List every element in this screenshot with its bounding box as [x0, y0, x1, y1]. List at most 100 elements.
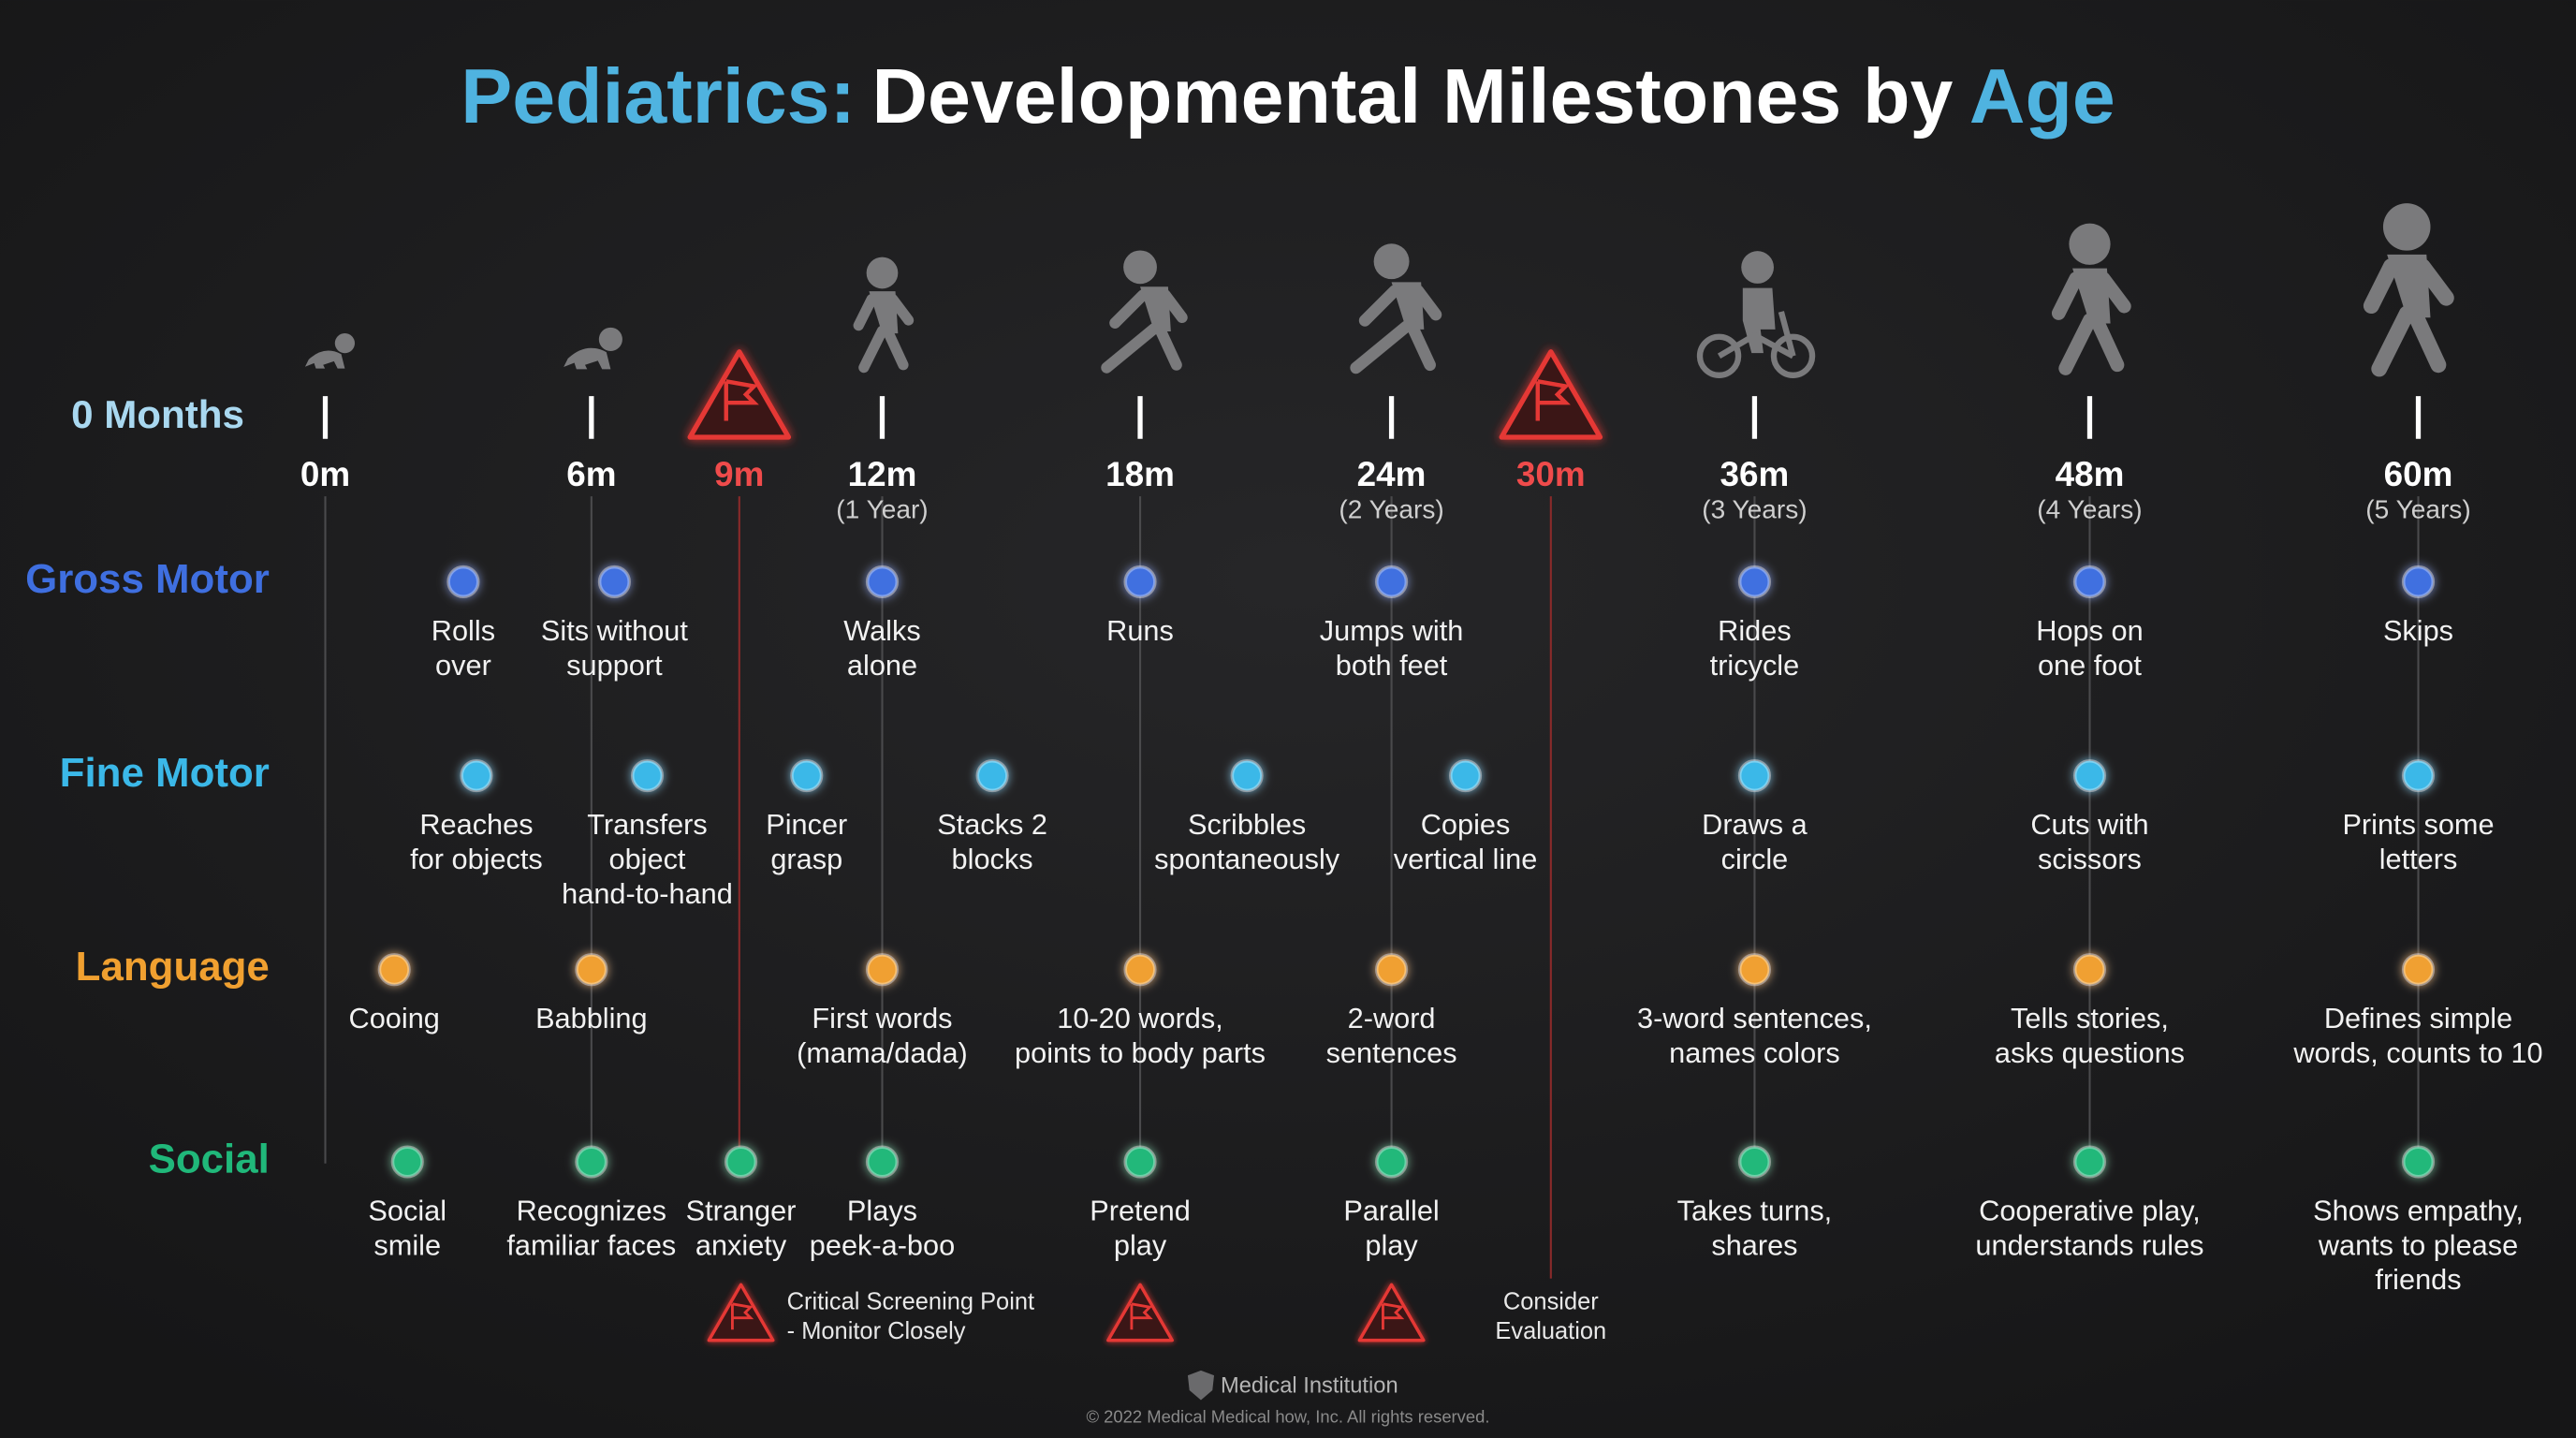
milestone-dot — [1737, 953, 1771, 987]
milestone-label: Walks — [843, 614, 920, 647]
head — [334, 332, 356, 354]
milestone-dot — [2401, 953, 2436, 987]
milestone-label: blocks — [952, 843, 1033, 875]
child-silhouette — [1696, 251, 1816, 378]
milestone-label: object — [609, 843, 686, 875]
milestone-label: Jumps with — [1320, 614, 1464, 647]
milestone-label: support — [566, 649, 663, 682]
milestone-label: Skips — [2383, 614, 2453, 647]
body — [304, 350, 345, 369]
footer-copyright: © 2022 Medical Medical how, Inc. All rig… — [1087, 1407, 1490, 1427]
frame — [1717, 311, 1796, 360]
milestone-label: Rolls — [432, 614, 495, 647]
milestone-label: Stacks 2 — [937, 808, 1047, 841]
milestone-label: one foot — [2038, 649, 2142, 682]
legend-text: Evaluation — [1495, 1318, 1606, 1344]
age-label: 36m — [1720, 455, 1790, 493]
milestone-label: Hops on — [2036, 614, 2143, 647]
flag-triangle — [687, 349, 792, 440]
milestone-label: 3-word sentences, — [1637, 1002, 1872, 1034]
milestone-label: letters — [2379, 843, 2458, 875]
milestone-dot — [790, 759, 824, 793]
age-label: 18m — [1105, 455, 1175, 493]
milestone-label: Pincer — [766, 808, 847, 841]
body — [564, 347, 611, 370]
milestone-label: spontaneously — [1154, 843, 1340, 875]
milestone-label: Shows empathy, — [2313, 1195, 2524, 1227]
milestone-dot — [724, 1145, 758, 1179]
age-label: 24m — [1357, 455, 1427, 493]
milestone-label: anxiety — [695, 1228, 787, 1261]
milestone-label: words, counts to 10 — [2292, 1036, 2542, 1069]
milestone-dot — [975, 759, 1009, 793]
age-label: 60m — [2384, 455, 2453, 493]
milestone-dot — [865, 1145, 900, 1179]
flag-icon — [724, 379, 759, 421]
flag-triangle — [1357, 1283, 1426, 1343]
age-sublabel: (2 Years) — [1339, 494, 1443, 523]
head — [1123, 250, 1157, 285]
warning-flag — [1499, 349, 1603, 440]
milestone-dot — [2072, 953, 2107, 987]
milestone-dot — [1737, 1145, 1771, 1179]
child-silhouette — [564, 327, 622, 370]
milestone-label: First words — [812, 1002, 952, 1034]
milestone-dot — [1737, 759, 1771, 793]
milestone-label: for objects — [410, 843, 543, 875]
title: Pediatrics: Developmental Milestones by Ag… — [461, 53, 2115, 139]
title-tail: Age — [1969, 53, 2115, 139]
milestone-label: Prints some — [2342, 808, 2494, 841]
milestone-dot — [2072, 565, 2107, 598]
head — [598, 327, 622, 351]
age-label: 0m — [300, 455, 350, 493]
milestone-dot — [2072, 1145, 2107, 1179]
milestone-dot — [865, 565, 900, 598]
head — [2069, 223, 2111, 265]
row-label: Language — [76, 944, 270, 990]
child-silhouette — [853, 257, 915, 374]
milestone-label: Sits without — [541, 614, 688, 647]
warning-flag — [1106, 1283, 1174, 1343]
flag-icon — [730, 1302, 754, 1330]
row-label: Social — [149, 1137, 270, 1182]
milestone-label: Pretend — [1090, 1195, 1191, 1227]
milestone-label: Draws a — [1702, 808, 1808, 841]
milestone-dot — [575, 953, 608, 987]
legs — [2363, 258, 2454, 377]
milestone-label: circle — [1721, 843, 1789, 875]
milestone-dot — [1123, 953, 1157, 987]
milestone-label: Babbling — [535, 1002, 647, 1034]
milestone-label: play — [1114, 1228, 1167, 1261]
milestone-label: alone — [847, 649, 917, 682]
milestone-dot — [1123, 565, 1157, 598]
milestone-label: vertical line — [1394, 843, 1538, 875]
milestone-dot — [1737, 565, 1771, 598]
milestone-dot — [2401, 565, 2436, 598]
child-silhouette — [304, 332, 356, 369]
head — [866, 257, 899, 289]
milestone-dot — [1375, 1145, 1409, 1179]
legs — [1350, 285, 1442, 374]
age-label: 12m — [848, 455, 917, 493]
milestone-label: play — [1365, 1228, 1418, 1261]
milestone-dot — [390, 1145, 424, 1179]
milestone-dot — [597, 565, 631, 598]
age-sublabel: (1 Year) — [836, 494, 928, 523]
title-lead: Pediatrics: — [461, 53, 856, 139]
warning-flag — [707, 1283, 775, 1343]
timeline-start-label: 0 Months — [71, 392, 244, 436]
milestone-label: hand-to-hand — [562, 877, 733, 910]
age-sublabel: (5 Years) — [2365, 494, 2470, 523]
milestone-dot — [1375, 565, 1409, 598]
milestone-label: 2-word — [1348, 1002, 1436, 1034]
milestone-dot — [377, 953, 411, 987]
milestone-label: sentences — [1326, 1036, 1457, 1069]
age-label: 30m — [1516, 455, 1586, 493]
title-middle: Developmental Milestones by — [871, 53, 1953, 139]
milestone-label: Scribbles — [1188, 808, 1306, 841]
milestone-label: names colors — [1669, 1036, 1840, 1069]
head — [1373, 243, 1410, 280]
milestone-label: tricycle — [1710, 649, 1800, 682]
